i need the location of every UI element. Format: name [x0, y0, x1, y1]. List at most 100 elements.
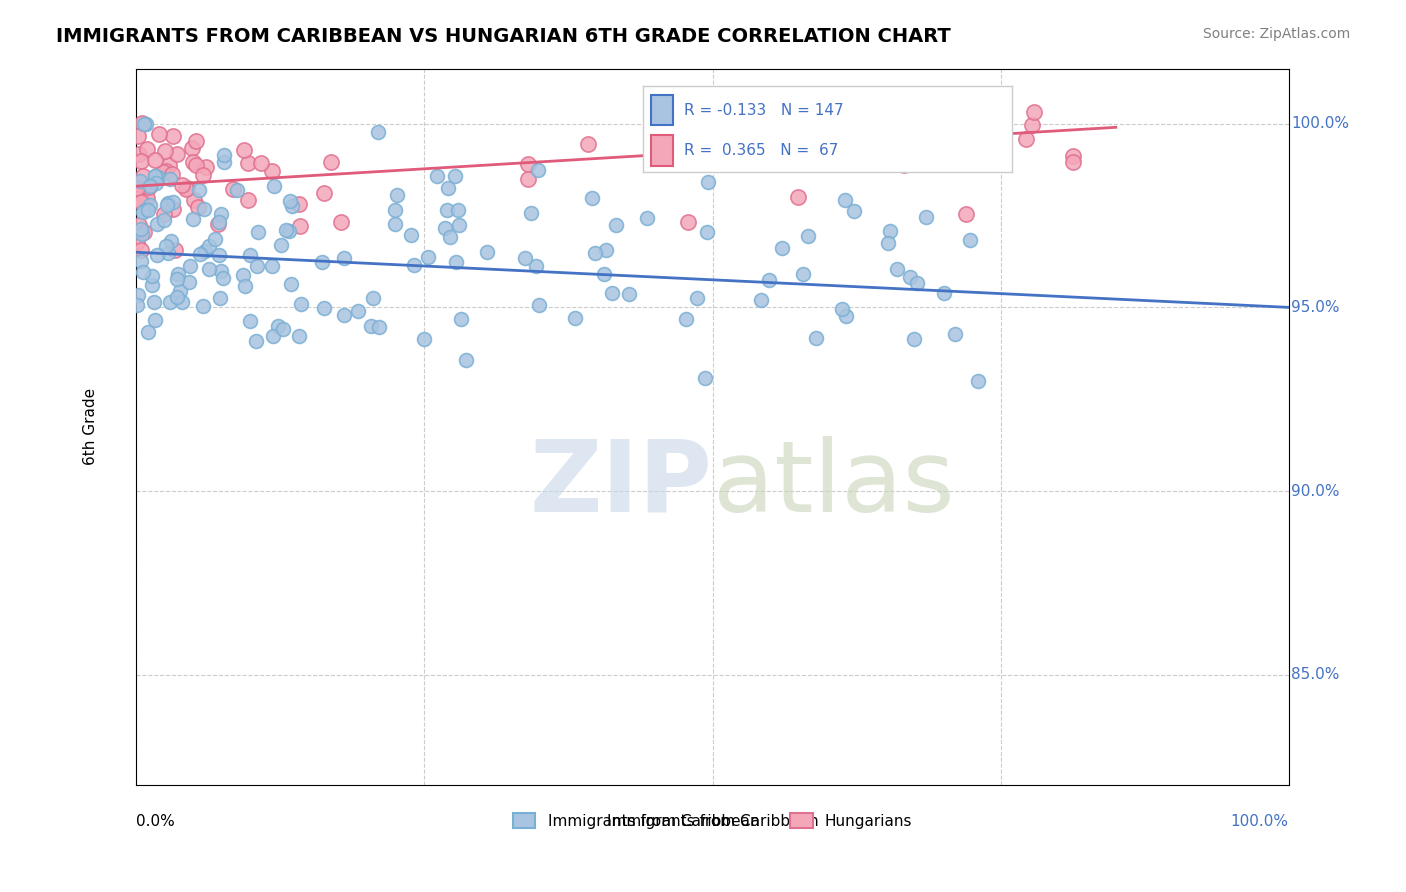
- Point: [159, 295, 181, 310]
- Point: [693, 371, 716, 385]
- Point: [835, 309, 858, 323]
- Point: [959, 233, 981, 247]
- Point: [889, 130, 911, 145]
- Point: [181, 212, 204, 227]
- Text: Source: ZipAtlas.com: Source: ZipAtlas.com: [1202, 27, 1350, 41]
- Point: [436, 202, 458, 217]
- Point: [517, 157, 540, 171]
- Point: [772, 242, 794, 256]
- Text: 100.0%: 100.0%: [1291, 116, 1348, 131]
- Text: 90.0%: 90.0%: [1291, 483, 1340, 499]
- Point: [145, 153, 167, 168]
- Point: [915, 210, 938, 224]
- Point: [932, 286, 955, 301]
- Point: [384, 203, 406, 218]
- Point: [138, 180, 160, 194]
- Point: [831, 301, 853, 316]
- Text: atlas: atlas: [713, 435, 955, 533]
- Point: [170, 295, 193, 310]
- Point: [209, 291, 232, 305]
- Point: [277, 223, 299, 237]
- Point: [193, 202, 215, 216]
- Point: [905, 276, 928, 290]
- Point: [141, 277, 163, 292]
- Point: [605, 219, 627, 233]
- Point: [636, 211, 658, 225]
- Point: [893, 158, 915, 172]
- Point: [127, 288, 149, 302]
- Point: [1021, 118, 1043, 132]
- Point: [174, 182, 197, 196]
- Point: [447, 202, 470, 217]
- Point: [581, 191, 603, 205]
- Text: 6th Grade: 6th Grade: [83, 388, 98, 466]
- Point: [361, 291, 384, 305]
- Point: [127, 235, 149, 250]
- Point: [288, 219, 311, 233]
- Point: [443, 169, 465, 183]
- Point: [238, 248, 260, 262]
- Point: [156, 198, 179, 212]
- Point: [139, 198, 162, 212]
- Point: [153, 145, 176, 159]
- Point: [524, 259, 547, 273]
- Point: [617, 287, 640, 301]
- Point: [129, 243, 152, 257]
- Point: [125, 298, 148, 312]
- Point: [456, 353, 478, 368]
- Point: [1062, 155, 1084, 169]
- Point: [602, 286, 624, 301]
- Text: Immigrants from Caribbean: Immigrants from Caribbean: [607, 814, 818, 829]
- Point: [184, 158, 207, 172]
- Point: [208, 248, 231, 262]
- Point: [250, 156, 273, 170]
- Point: [232, 144, 254, 158]
- Point: [312, 186, 335, 200]
- Point: [450, 311, 472, 326]
- Point: [195, 161, 218, 175]
- Point: [758, 273, 780, 287]
- Point: [167, 268, 190, 282]
- Point: [132, 225, 155, 239]
- Point: [792, 268, 814, 282]
- Point: [159, 235, 181, 249]
- Point: [439, 230, 461, 244]
- Point: [146, 248, 169, 262]
- Point: [188, 247, 211, 261]
- Point: [280, 194, 302, 209]
- Point: [267, 319, 290, 334]
- Point: [433, 220, 456, 235]
- Point: [135, 117, 157, 131]
- Point: [898, 269, 921, 284]
- Point: [287, 196, 309, 211]
- Point: [367, 320, 389, 334]
- Point: [148, 128, 170, 142]
- Point: [143, 313, 166, 327]
- Point: [697, 176, 720, 190]
- Point: [204, 232, 226, 246]
- Point: [290, 297, 312, 311]
- Point: [675, 311, 697, 326]
- Legend: Immigrants from Caribbean, Hungarians: Immigrants from Caribbean, Hungarians: [506, 806, 918, 835]
- Point: [262, 259, 284, 273]
- Point: [412, 332, 434, 346]
- Point: [346, 303, 368, 318]
- Point: [678, 215, 700, 229]
- Point: [262, 329, 284, 343]
- Point: [181, 155, 204, 169]
- Point: [136, 191, 159, 205]
- Point: [179, 259, 201, 273]
- Point: [162, 195, 184, 210]
- Point: [146, 217, 169, 231]
- Point: [1062, 149, 1084, 163]
- Point: [138, 325, 160, 339]
- Text: ZIP: ZIP: [530, 435, 713, 533]
- Point: [477, 244, 499, 259]
- Point: [132, 195, 155, 210]
- Point: [943, 326, 966, 341]
- Point: [127, 192, 149, 206]
- Point: [416, 250, 439, 264]
- Point: [1022, 105, 1045, 120]
- Point: [131, 265, 153, 279]
- Point: [270, 238, 292, 252]
